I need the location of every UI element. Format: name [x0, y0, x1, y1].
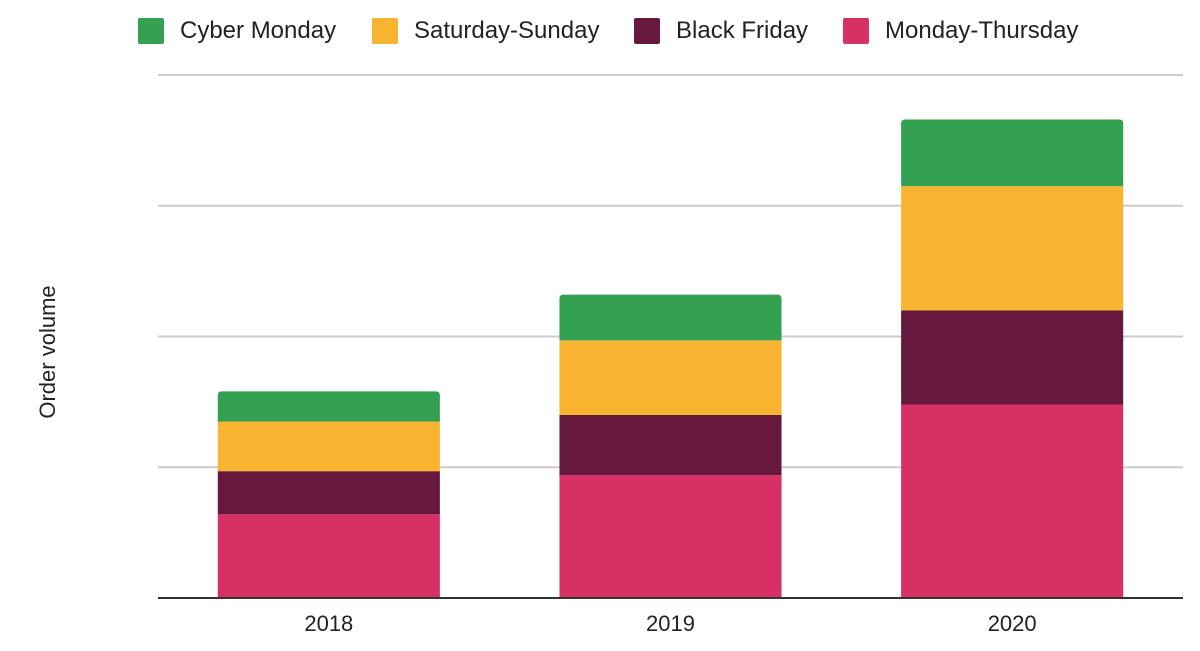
legend-item-cyber-monday: Cyber Monday — [138, 14, 336, 48]
legend-label: Cyber Monday — [180, 17, 337, 44]
x-tick-label-2019: 2019 — [646, 611, 695, 636]
legend-item-monday-thursday: Monday-Thursday — [843, 14, 1078, 48]
legend-label: Black Friday — [676, 17, 809, 44]
bar-stack-2018 — [217, 391, 440, 598]
bar-2018-cyber-monday — [217, 391, 440, 422]
chart-legend: Cyber Monday Saturday-Sunday Black Friday M… — [0, 14, 1200, 48]
legend-swatch — [138, 18, 164, 44]
legend-swatch — [634, 18, 660, 44]
bar-2019-monday-thursday — [559, 475, 782, 598]
bar-2020-cyber-monday — [901, 119, 1124, 187]
legend-swatch — [843, 18, 869, 44]
x-tick-label-2018: 2018 — [304, 611, 353, 636]
bar-2020-black-friday — [901, 310, 1124, 405]
x-tick-label-2020: 2020 — [988, 611, 1037, 636]
bar-2018-black-friday — [217, 471, 440, 515]
legend-item-saturday-sunday: Saturday-Sunday — [372, 14, 599, 48]
bar-stack-2019 — [559, 294, 782, 598]
bar-2020-saturday-sunday — [901, 186, 1124, 311]
bars — [217, 119, 1124, 598]
legend-label: Monday-Thursday — [885, 17, 1079, 44]
bar-2019-cyber-monday — [559, 294, 782, 341]
x-axis: 2018 2019 2020 — [158, 597, 1183, 636]
legend-item-black-friday: Black Friday — [634, 14, 808, 48]
bar-2018-monday-thursday — [217, 514, 440, 598]
bar-2019-saturday-sunday — [559, 340, 782, 415]
bar-2019-black-friday — [559, 414, 782, 476]
y-axis-title: Order volume — [35, 285, 60, 419]
bar-2020-monday-thursday — [901, 404, 1124, 598]
legend-swatch — [372, 18, 398, 44]
legend-label: Saturday-Sunday — [414, 17, 600, 44]
bar-stack-2020 — [901, 119, 1124, 598]
bar-2018-saturday-sunday — [217, 421, 440, 472]
